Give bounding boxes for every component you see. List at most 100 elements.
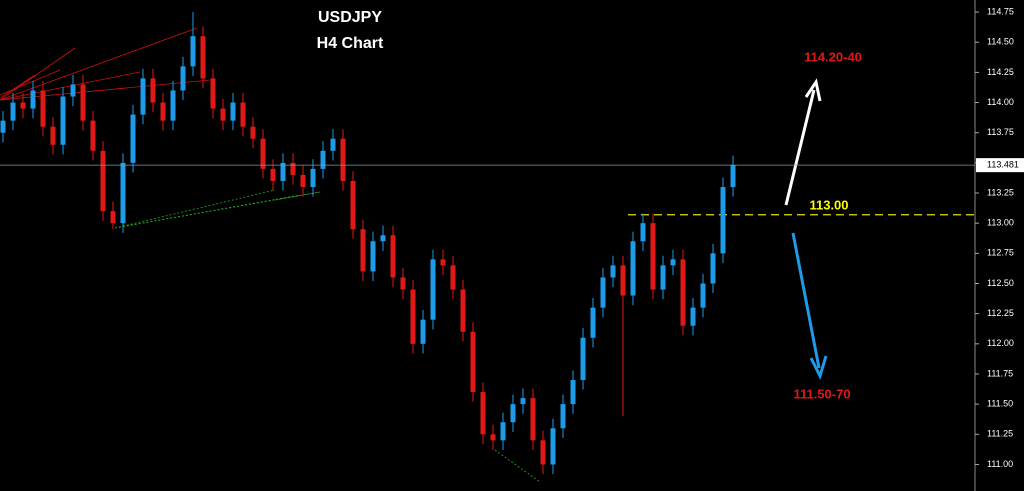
y-tick-label: 111.25: [987, 429, 1013, 439]
candle-body: [20, 102, 26, 109]
candle-body: [690, 307, 696, 326]
candle-body: [660, 265, 666, 290]
candle-body: [650, 223, 656, 290]
candle-body: [600, 277, 606, 308]
candle-body: [710, 253, 716, 284]
y-tick-label: 113.25: [987, 187, 1014, 197]
candle-body: [10, 102, 16, 121]
candle-body: [480, 392, 486, 435]
candle-body: [590, 307, 596, 338]
candle-body: [700, 283, 706, 308]
candle-body: [230, 102, 236, 121]
candle-body: [200, 36, 206, 79]
y-tick-label: 114.75: [987, 6, 1014, 16]
candle-body: [130, 114, 136, 163]
candle-body: [520, 398, 526, 405]
candle-body: [260, 138, 266, 169]
candle-body: [510, 404, 516, 423]
candle-body: [70, 84, 76, 97]
y-tick-label: 114.50: [987, 37, 1014, 47]
candle-body: [390, 235, 396, 278]
y-tick-label: 114.00: [987, 97, 1014, 107]
candle-body: [670, 259, 676, 266]
candle-body: [530, 398, 536, 441]
candle-body: [570, 380, 576, 405]
candle-body: [180, 66, 186, 91]
candle-body: [620, 265, 626, 296]
candle-body: [220, 108, 226, 121]
candle-body: [580, 337, 586, 381]
candle-body: [350, 180, 356, 230]
candle-body: [470, 331, 476, 393]
candle-body: [30, 90, 36, 109]
candle-body: [330, 138, 336, 151]
arrow-down: [791, 232, 828, 381]
candle-body: [150, 78, 156, 103]
last-price-box: [976, 158, 1024, 173]
candle-body: [0, 120, 6, 133]
candle-body: [190, 36, 196, 67]
chart-subtitle: H4 Chart: [317, 35, 384, 52]
chart-title: USDJPY: [318, 9, 382, 26]
candle-body: [60, 96, 66, 145]
candle-body: [240, 102, 246, 127]
level-label: 113.00: [809, 197, 848, 212]
candle-body: [380, 235, 386, 242]
candle-body: [640, 223, 646, 242]
candle-body: [40, 90, 46, 127]
candle-body: [300, 174, 306, 187]
last-price-label: 113.481: [987, 160, 1019, 170]
candle-body: [540, 440, 546, 465]
y-tick-label: 114.25: [987, 67, 1014, 77]
target-down-label: 111.50-70: [793, 386, 850, 401]
candle-body: [100, 150, 106, 212]
y-tick-label: 112.00: [987, 338, 1014, 348]
arrow-up: [784, 78, 822, 206]
candle-body: [400, 277, 406, 290]
candle-body: [490, 434, 496, 441]
y-tick-label: 111.75: [987, 368, 1013, 378]
y-tick-label: 113.75: [987, 127, 1014, 137]
candle-body: [90, 120, 96, 151]
candle-body: [430, 259, 436, 320]
candle-body: [550, 428, 556, 465]
candle-body: [50, 126, 56, 145]
y-tick-label: 111.50: [987, 399, 1013, 409]
candle-body: [460, 289, 466, 332]
y-tick-label: 112.50: [987, 278, 1014, 288]
candle-body: [210, 78, 216, 109]
green-dotted-lines: [114, 189, 541, 483]
candle-body: [250, 126, 256, 139]
candle-body: [500, 422, 506, 441]
y-tick-label: 111.00: [987, 459, 1013, 469]
candle-body: [80, 84, 86, 121]
candle-body: [160, 102, 166, 121]
target-up-label: 114.20-40: [804, 49, 862, 64]
candle-body: [420, 319, 426, 344]
candle-body: [450, 265, 456, 290]
candle-body: [720, 186, 726, 254]
candle-body: [680, 259, 686, 326]
candle-body: [370, 241, 376, 272]
candle-body: [310, 168, 316, 187]
candle-body: [440, 259, 446, 266]
y-tick-label: 112.25: [987, 308, 1014, 318]
candle-body: [730, 165, 736, 187]
candle-body: [290, 162, 296, 175]
y-tick-label: 112.75: [987, 248, 1014, 258]
candle-body: [560, 404, 566, 429]
candle-body: [120, 162, 126, 224]
candle-body: [270, 168, 276, 181]
candle-body: [110, 211, 116, 224]
candle-body: [170, 90, 176, 121]
y-tick-label: 113.00: [987, 218, 1014, 228]
candle-body: [320, 150, 326, 169]
candle-body: [610, 265, 616, 278]
candle-body: [280, 162, 286, 181]
candle-body: [360, 229, 366, 272]
candle-body: [140, 78, 146, 115]
candle-body: [410, 289, 416, 344]
candle-body: [630, 241, 636, 296]
candle-body: [340, 138, 346, 181]
